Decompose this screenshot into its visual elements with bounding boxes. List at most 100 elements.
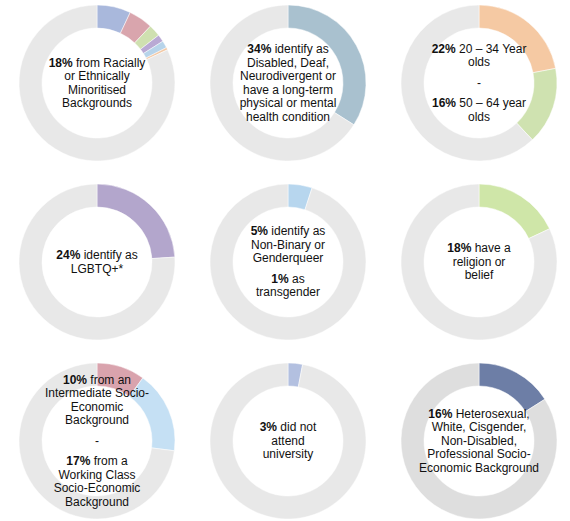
annotation-line: Genderqueer bbox=[253, 251, 324, 265]
annotation-line: or Ethnically bbox=[64, 69, 129, 83]
description: as bbox=[289, 272, 305, 286]
slice bbox=[401, 5, 532, 161]
annotation-line: Minoritised bbox=[68, 83, 126, 97]
donut-chart: 18% have areligion orbelief bbox=[401, 184, 557, 340]
annotation-line: university bbox=[263, 447, 314, 461]
percentage: 16% bbox=[432, 96, 456, 110]
percentage: 1% bbox=[271, 272, 289, 286]
annotation: 22% 20 – 34 Yearolds-16% 50 – 64 yearold… bbox=[432, 42, 527, 124]
annotation: 24% identify asLGBTQ+* bbox=[56, 248, 137, 276]
donut-chart: 24% identify asLGBTQ+* bbox=[19, 184, 175, 340]
percentage: 34% bbox=[247, 42, 271, 56]
slices bbox=[19, 184, 175, 340]
description: from Racially bbox=[73, 56, 146, 70]
annotation-line: Working Class bbox=[58, 468, 135, 482]
annotation-line: 22% 20 – 34 Year bbox=[432, 42, 527, 56]
annotation: 16% Heterosexual,White, Cisgender,Non-Di… bbox=[419, 407, 539, 475]
slice bbox=[479, 5, 556, 73]
percentage: 16% bbox=[428, 407, 452, 421]
description: Heterosexual, bbox=[452, 407, 529, 421]
annotation: 34% identify asDisabled, Deaf,Neurodiver… bbox=[240, 42, 337, 124]
annotation-line: Intermediate Socio- bbox=[45, 386, 149, 400]
slices bbox=[19, 363, 175, 519]
annotation-line: 16% 50 – 64 year bbox=[432, 96, 526, 110]
slices bbox=[210, 184, 366, 340]
donut-chart: 3% did notattenduniversity bbox=[210, 363, 366, 519]
annotation-line: Disabled, Deaf, bbox=[247, 56, 329, 70]
annotation-line: Economic bbox=[71, 400, 124, 414]
annotation-line: Background bbox=[65, 413, 129, 427]
description: did not bbox=[277, 420, 317, 434]
annotation: 10% from anIntermediate Socio-EconomicBa… bbox=[45, 373, 149, 509]
annotation-line: Economic Background bbox=[419, 461, 539, 475]
slices bbox=[401, 5, 557, 161]
description: 20 – 34 Year bbox=[456, 42, 527, 56]
slice bbox=[19, 5, 175, 161]
description: identify as bbox=[268, 224, 325, 238]
slice bbox=[210, 363, 366, 519]
annotation-line: LGBTQ+* bbox=[71, 262, 124, 276]
annotation-line: 5% identify as bbox=[251, 224, 326, 238]
description: from a bbox=[90, 454, 128, 468]
slices bbox=[210, 5, 366, 161]
percentage: 3% bbox=[260, 420, 278, 434]
annotation-line: olds bbox=[468, 55, 490, 69]
annotation-line: religion or bbox=[453, 255, 506, 269]
slices bbox=[401, 184, 557, 340]
donut-chart: 34% identify asDisabled, Deaf,Neurodiver… bbox=[210, 5, 366, 161]
annotation-line: 1% as bbox=[271, 272, 304, 286]
slice bbox=[479, 184, 550, 239]
slice bbox=[19, 184, 175, 340]
annotation-line: Non-Binary or bbox=[251, 238, 325, 252]
annotation-line: transgender bbox=[256, 285, 320, 299]
annotation-line: 16% Heterosexual, bbox=[428, 407, 529, 421]
donut-chart: 22% 20 – 34 Yearolds-16% 50 – 64 yearold… bbox=[401, 5, 557, 161]
annotation-line: Socio-Economic bbox=[54, 481, 141, 495]
annotation-line: Backgrounds bbox=[62, 96, 132, 110]
slice bbox=[19, 363, 174, 519]
slice bbox=[401, 184, 557, 340]
percentage: 18% bbox=[447, 241, 471, 255]
description: from an bbox=[87, 373, 131, 387]
percentage: 10% bbox=[63, 373, 87, 387]
annotation-line: have a long-term bbox=[243, 83, 333, 97]
annotation-line: health condition bbox=[246, 110, 330, 124]
slices bbox=[401, 363, 557, 519]
annotation-line: 3% did not bbox=[260, 420, 317, 434]
percentage: 5% bbox=[251, 224, 269, 238]
annotation-line: 18% from Racially bbox=[49, 56, 146, 70]
description: identify as bbox=[80, 248, 137, 262]
donut-chart: 5% identify asNon-Binary orGenderqueer 1%… bbox=[210, 184, 366, 340]
donut-chart: 10% from anIntermediate Socio-EconomicBa… bbox=[19, 363, 175, 519]
annotation-line: physical or mental bbox=[240, 96, 337, 110]
annotation: 18% from Raciallyor EthnicallyMinoritise… bbox=[49, 56, 146, 111]
donut-chart: 18% from Raciallyor EthnicallyMinoritise… bbox=[19, 5, 175, 161]
annotation-line: 34% identify as bbox=[247, 42, 328, 56]
slices bbox=[19, 5, 175, 161]
donut-chart: 16% Heterosexual,White, Cisgender,Non-Di… bbox=[401, 363, 557, 519]
annotation-line: Neurodivergent or bbox=[240, 69, 336, 83]
annotation-line: Non-Disabled, bbox=[441, 434, 517, 448]
annotation-line: White, Cisgender, bbox=[432, 420, 527, 434]
annotation-line: belief bbox=[465, 268, 494, 282]
annotation-line: - bbox=[477, 76, 481, 90]
percentage: 18% bbox=[49, 56, 73, 70]
slice bbox=[210, 5, 354, 161]
description: identify as bbox=[271, 42, 328, 56]
annotation-line: olds bbox=[468, 110, 490, 124]
annotation-line: attend bbox=[271, 434, 304, 448]
percentage: 17% bbox=[66, 454, 90, 468]
percentage: 24% bbox=[56, 248, 80, 262]
annotation-line: Background bbox=[65, 495, 129, 509]
annotation-line: Professional Socio- bbox=[427, 447, 530, 461]
annotation-line: - bbox=[95, 434, 99, 448]
percentage: 22% bbox=[432, 42, 456, 56]
annotation-line: 18% have a bbox=[447, 241, 511, 255]
annotation: 18% have areligion orbelief bbox=[447, 241, 511, 282]
annotation: 5% identify asNon-Binary orGenderqueer 1%… bbox=[251, 224, 326, 299]
slice bbox=[479, 363, 545, 412]
annotation: 3% did notattenduniversity bbox=[260, 420, 317, 461]
slice bbox=[210, 184, 366, 340]
description: 50 – 64 year bbox=[456, 96, 526, 110]
annotation-line: 17% from a bbox=[66, 454, 128, 468]
